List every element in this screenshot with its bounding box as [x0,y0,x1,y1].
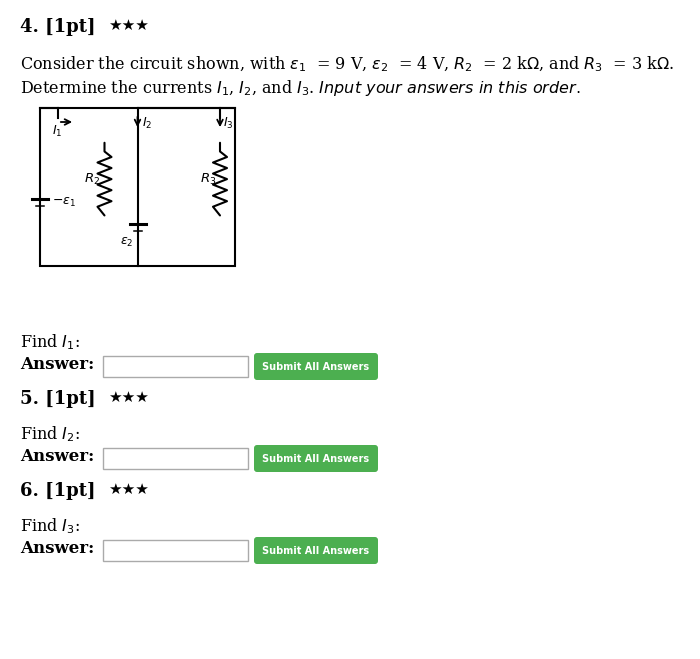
FancyBboxPatch shape [254,445,378,472]
Text: Consider the circuit shown, with $\epsilon_1\ $ = 9 V, $\epsilon_2\ $ = 4 V, $R_: Consider the circuit shown, with $\epsil… [20,55,674,74]
Text: ★★★: ★★★ [108,18,149,33]
Bar [103,448,248,469]
Text: 6. [1pt]: 6. [1pt] [20,482,95,500]
Text: Determine the currents $I_1$, $I_2$, and $I_3$. $\mathit{Input\ your\ answers\ i: Determine the currents $I_1$, $I_2$, and… [20,78,580,98]
Text: Find $I_1$:: Find $I_1$: [20,332,80,352]
Text: Answer:: Answer: [20,356,94,373]
Text: Submit All Answers: Submit All Answers [262,362,370,372]
Text: Submit All Answers: Submit All Answers [262,453,370,463]
Text: $I_2$: $I_2$ [141,116,152,131]
Text: Answer:: Answer: [20,448,94,465]
Text: Find $I_2$:: Find $I_2$: [20,424,80,444]
FancyBboxPatch shape [254,353,378,380]
Text: 5. [1pt]: 5. [1pt] [20,390,96,408]
Text: $I_3$: $I_3$ [223,116,234,131]
Text: Submit All Answers: Submit All Answers [262,546,370,556]
Text: Answer:: Answer: [20,540,94,557]
Text: ★★★: ★★★ [108,390,149,405]
Text: $-\varepsilon_1$: $-\varepsilon_1$ [52,196,76,210]
Text: $R_2$: $R_2$ [85,171,101,186]
FancyBboxPatch shape [254,537,378,564]
Text: Find $I_3$:: Find $I_3$: [20,516,80,536]
Text: $\varepsilon_2$: $\varepsilon_2$ [120,236,133,249]
Bar [103,540,248,561]
Text: 4. [1pt]: 4. [1pt] [20,18,95,36]
Bar [40,108,235,266]
Text: $R_3$: $R_3$ [199,171,216,186]
Text: $I_1$: $I_1$ [52,124,62,139]
Bar [103,356,248,377]
Text: ★★★: ★★★ [108,482,149,497]
